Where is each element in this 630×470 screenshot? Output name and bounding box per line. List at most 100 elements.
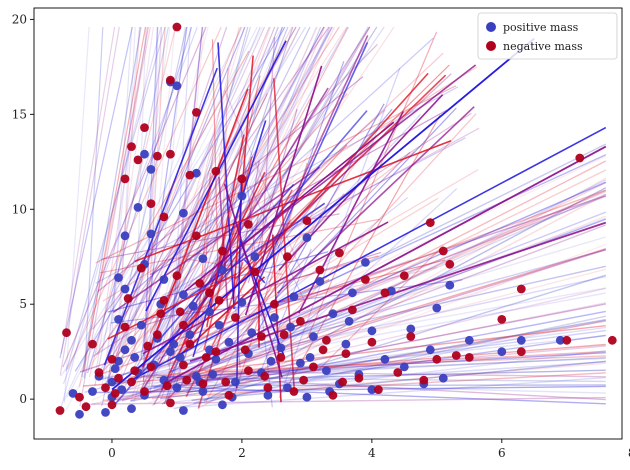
trajectory-line-267 bbox=[143, 215, 607, 400]
negative-mass-point-44 bbox=[289, 387, 299, 396]
trajectory-line-3 bbox=[142, 26, 163, 371]
positive-mass-point-10 bbox=[127, 335, 136, 345]
positive-mass-point-57 bbox=[380, 354, 390, 364]
trajectory-line-113 bbox=[306, 31, 438, 339]
trajectory-line-182 bbox=[223, 183, 283, 378]
trajectory-line-271 bbox=[131, 126, 607, 381]
trajectory-line-18 bbox=[133, 26, 245, 403]
trajectory-line-176 bbox=[92, 161, 224, 330]
negative-mass-point-2 bbox=[75, 392, 84, 402]
trajectory-line-129 bbox=[184, 64, 450, 326]
positive-mass-point-90 bbox=[286, 322, 295, 332]
positive-mass-point-32 bbox=[231, 377, 240, 387]
negative-mass-point-90 bbox=[279, 330, 289, 339]
positive-mass-point-6 bbox=[114, 315, 123, 324]
positive-mass-point-40 bbox=[276, 343, 286, 353]
positive-mass-point-39 bbox=[270, 313, 279, 322]
positive-mass-point-54 bbox=[361, 258, 370, 267]
trajectory-line-82 bbox=[67, 26, 222, 370]
positive-mass-point-69 bbox=[555, 335, 565, 345]
positive-mass-point-36 bbox=[250, 252, 260, 262]
negative-mass-point-16 bbox=[153, 330, 162, 339]
negative-mass-point-41 bbox=[270, 299, 279, 309]
negative-mass-point-19 bbox=[166, 149, 175, 159]
x-tick-label-2: 4 bbox=[368, 446, 376, 460]
trajectory-line-217 bbox=[130, 310, 606, 402]
positive-mass-point-78 bbox=[114, 273, 123, 282]
trajectory-line-117 bbox=[101, 213, 340, 260]
negative-mass-point-31 bbox=[211, 347, 221, 357]
negative-mass-point-13 bbox=[140, 387, 149, 396]
negative-mass-point-59 bbox=[393, 368, 403, 377]
positive-mass-point-66 bbox=[464, 335, 474, 345]
positive-mass-point-38 bbox=[263, 390, 273, 400]
trajectory-line-65 bbox=[141, 26, 176, 401]
negative-mass-point-71 bbox=[516, 284, 526, 294]
negative-mass-point-9 bbox=[120, 174, 130, 184]
trajectory-line-147 bbox=[266, 281, 357, 355]
trajectory-line-83 bbox=[104, 26, 141, 383]
legend-label-positive: positive mass bbox=[503, 21, 579, 34]
trajectory-line-232 bbox=[94, 385, 606, 394]
positive-mass-point-30 bbox=[218, 265, 227, 275]
trajectory-line-87 bbox=[60, 26, 116, 354]
positive-mass-point-16 bbox=[159, 275, 169, 284]
y-tick-label-0: 0 bbox=[19, 392, 27, 406]
trajectory-line-201 bbox=[148, 248, 607, 404]
trajectory-line-150 bbox=[281, 188, 458, 351]
negative-mass-point-25 bbox=[185, 339, 195, 349]
positive-mass-point-19 bbox=[172, 383, 182, 393]
positive-mass-point-67 bbox=[497, 347, 507, 357]
negative-mass-point-79 bbox=[179, 320, 188, 330]
x-tick-label-0: 0 bbox=[108, 446, 116, 460]
trajectory-line-259 bbox=[179, 243, 607, 407]
trajectory-line-170 bbox=[290, 259, 412, 303]
trajectory-line-197 bbox=[188, 127, 480, 287]
trajectory-line-247 bbox=[151, 182, 607, 407]
trajectory-line-186 bbox=[274, 113, 477, 334]
trajectory-line-107 bbox=[102, 66, 478, 302]
legend-marker-negative bbox=[486, 41, 496, 51]
trajectory-line-111 bbox=[161, 202, 326, 316]
trajectory-line-254 bbox=[116, 211, 607, 403]
trajectory-line-45 bbox=[108, 26, 293, 373]
trajectory-line-242 bbox=[91, 396, 606, 405]
negative-mass-point-63 bbox=[425, 218, 435, 228]
trajectory-line-208 bbox=[193, 274, 607, 404]
negative-mass-point-77 bbox=[146, 362, 156, 372]
trajectory-line-53 bbox=[107, 26, 228, 383]
trajectory-line-169 bbox=[257, 248, 312, 378]
negative-mass-point-98 bbox=[195, 278, 205, 288]
negative-mass-point-12 bbox=[140, 123, 149, 132]
trajectory-line-21 bbox=[59, 26, 120, 376]
trajectory-line-108 bbox=[235, 278, 330, 323]
y-tick-label-4: 20 bbox=[12, 12, 27, 26]
trajectory-line-121 bbox=[187, 169, 479, 339]
positive-mass-point-31 bbox=[224, 337, 234, 347]
trajectory-line-145 bbox=[184, 109, 386, 289]
negative-mass-point-73 bbox=[575, 153, 585, 163]
positive-mass-point-99 bbox=[214, 320, 224, 330]
trajectory-line-44 bbox=[83, 26, 147, 373]
trajectory-line-66 bbox=[154, 26, 333, 378]
trajectory-line-38 bbox=[94, 26, 149, 380]
positive-mass-point-56 bbox=[367, 326, 377, 336]
positive-mass-point-0 bbox=[68, 389, 78, 398]
negative-mass-point-81 bbox=[110, 389, 120, 398]
positive-mass-point-29 bbox=[218, 400, 227, 410]
trajectory-line-134 bbox=[224, 90, 302, 270]
trajectory-line-2 bbox=[139, 26, 333, 375]
y-tick-label-3: 15 bbox=[12, 107, 27, 121]
trajectory-line-144 bbox=[249, 185, 307, 304]
trajectory-line-252 bbox=[186, 179, 607, 392]
negative-mass-point-39 bbox=[257, 332, 266, 341]
positive-mass-point-49 bbox=[328, 309, 338, 319]
trajectory-line-251 bbox=[203, 224, 607, 378]
trajectory-line-262 bbox=[143, 217, 607, 389]
positive-mass-point-42 bbox=[289, 292, 299, 301]
positive-mass-point-12 bbox=[140, 149, 149, 159]
negative-mass-point-38 bbox=[250, 267, 260, 277]
trajectory-line-122 bbox=[131, 197, 439, 382]
negative-mass-point-0 bbox=[55, 406, 65, 415]
